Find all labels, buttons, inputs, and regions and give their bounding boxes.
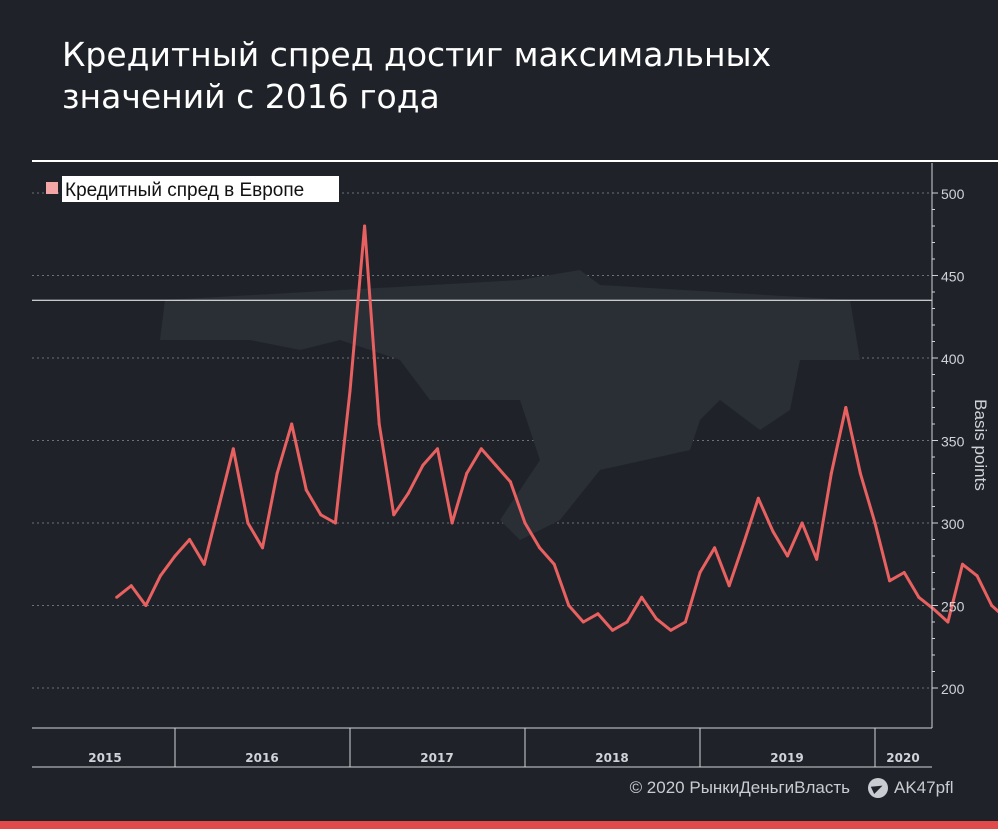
data-point [377, 422, 381, 426]
data-point [202, 562, 206, 566]
data-point [406, 491, 410, 495]
telegram-handle: AK47pfl [894, 778, 954, 797]
data-point [465, 472, 469, 475]
data-point [173, 554, 177, 558]
x-tick-label: 2015 [88, 751, 121, 765]
footer-telegram[interactable]: AK47pfl [868, 778, 954, 798]
data-point [640, 595, 644, 599]
telegram-icon [868, 778, 888, 798]
data-point [844, 406, 848, 409]
y-tick-label: 250 [941, 599, 965, 615]
legend-label: Кредитный спред в Европе [65, 180, 304, 201]
data-point [654, 617, 658, 621]
data-point [800, 521, 804, 525]
data-point [829, 472, 833, 475]
y-tick-label: 400 [941, 351, 965, 367]
y-tick-label: 350 [941, 434, 965, 450]
legend-label-bg [62, 176, 339, 202]
data-point [436, 447, 439, 451]
y-tick-label: 200 [941, 681, 965, 697]
data-point [917, 595, 921, 599]
data-point [902, 571, 906, 574]
data-point [246, 521, 250, 525]
y-tick-label: 500 [941, 186, 965, 202]
y-axis-label: Basis points [971, 399, 990, 491]
data-point [888, 579, 892, 583]
data-point [392, 513, 396, 517]
axes: 200 250 300 350 400 450 500 2015 2016 2017 2018 201… [32, 163, 965, 768]
legend: Кредитный спред в Европе [46, 176, 339, 202]
data-point [858, 472, 862, 475]
data-point [596, 612, 600, 616]
data-point [611, 628, 614, 632]
chart-title: Кредитный спред достиг максимальных знач… [62, 35, 772, 116]
data-point [931, 607, 935, 611]
data-point [990, 604, 994, 607]
x-tick-label: 2019 [770, 751, 803, 765]
data-point [961, 562, 964, 566]
data-point [698, 571, 702, 574]
data-point [129, 584, 133, 588]
data-point [290, 422, 294, 426]
data-point [261, 546, 264, 550]
data-point [479, 447, 483, 451]
data-point [231, 447, 235, 451]
data-point [873, 521, 877, 525]
data-point [363, 224, 367, 228]
data-point [975, 574, 979, 578]
data-point [144, 604, 148, 607]
watermark-rifle [160, 270, 860, 540]
x-tick-label: 2020 [886, 751, 919, 765]
data-point [815, 557, 819, 561]
data-point [756, 496, 760, 500]
data-point [523, 521, 527, 525]
data-point [275, 472, 279, 475]
data-point [713, 546, 717, 550]
data-point [333, 521, 337, 525]
footer-copyright: © 2020 РынкиДеньгиВласть [629, 778, 850, 797]
data-point [319, 513, 323, 517]
data-point [946, 620, 950, 624]
data-point [683, 620, 687, 624]
data-point [771, 529, 775, 533]
data-point [567, 604, 571, 607]
data-point [786, 554, 789, 558]
data-point [508, 480, 512, 484]
data-point [304, 488, 308, 492]
data-point [348, 389, 352, 393]
data-point [217, 505, 221, 508]
legend-swatch [46, 182, 58, 194]
data-point [669, 628, 673, 632]
gridlines [32, 192, 932, 689]
data-point [581, 620, 585, 624]
x-tick-label: 2017 [420, 751, 453, 765]
data-point [727, 584, 731, 588]
data-point [158, 574, 162, 578]
data-point [552, 562, 556, 566]
y-tick-label: 300 [941, 516, 965, 532]
y-tick-label: 450 [941, 269, 965, 285]
data-point [494, 463, 498, 467]
data-point [115, 595, 119, 599]
x-tick-label: 2016 [245, 751, 278, 765]
data-point [625, 620, 629, 624]
plot-area [32, 224, 998, 632]
data-point [538, 546, 542, 550]
data-point [450, 521, 454, 525]
x-tick-label: 2018 [595, 751, 628, 765]
data-point [421, 463, 425, 467]
data-point [742, 541, 746, 545]
data-point [188, 538, 192, 541]
bottom-accent-bar [0, 821, 998, 829]
